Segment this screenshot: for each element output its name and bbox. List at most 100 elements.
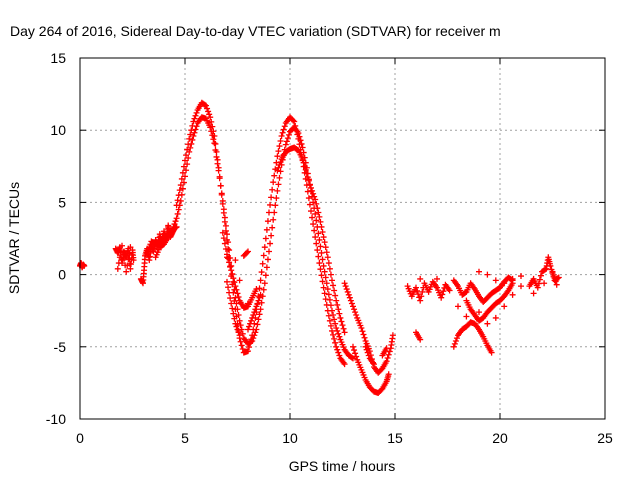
data-point-marker: [81, 262, 88, 269]
data-point-marker: [313, 240, 320, 247]
data-point-marker: [530, 290, 537, 297]
data-point-marker: [269, 224, 276, 231]
data-point-marker: [326, 265, 333, 272]
data-point-marker: [224, 236, 230, 243]
data-point-marker: [254, 300, 261, 307]
data-point-marker: [246, 323, 253, 330]
data-point-marker: [255, 297, 262, 304]
data-point-marker: [272, 202, 279, 209]
data-point-marker: [285, 131, 292, 138]
data-point-marker: [178, 175, 185, 182]
data-point-marker: [385, 371, 392, 378]
data-point-marker: [350, 343, 356, 350]
data-point-marker: [351, 347, 358, 354]
y-tick-label: 5: [58, 194, 66, 210]
data-point-marker: [313, 217, 320, 224]
data-point-marker: [248, 336, 255, 343]
data-point-marker: [258, 269, 265, 276]
data-point-marker: [191, 115, 198, 122]
data-point-marker: [211, 132, 218, 139]
data-point-marker: [274, 153, 281, 160]
data-point-marker: [220, 209, 227, 216]
axis-ticks: 0 5 10 15 20 25 -10 -5 0 5 10 15: [46, 50, 613, 446]
data-point-marker: [221, 240, 228, 247]
data-point-marker: [144, 249, 151, 256]
data-point-marker: [165, 223, 172, 230]
data-point-marker: [215, 164, 222, 171]
data-point-marker: [275, 181, 282, 188]
data-point-marker: [145, 247, 152, 254]
data-point-marker: [243, 249, 250, 256]
data-point-marker: [222, 245, 229, 252]
data-point-marker: [156, 236, 163, 243]
data-point-marker: [315, 209, 322, 216]
data-point-marker: [310, 190, 317, 197]
data-point-marker: [259, 260, 266, 267]
data-point-marker: [440, 288, 447, 295]
data-point-marker: [184, 146, 191, 153]
data-point-marker: [319, 256, 326, 263]
data-point-marker: [227, 295, 234, 302]
data-point-marker: [190, 132, 197, 139]
data-point-marker: [262, 272, 269, 279]
data-point-marker: [317, 218, 324, 225]
data-point-marker: [256, 294, 263, 301]
data-point-marker: [205, 108, 212, 115]
data-point-marker: [331, 335, 338, 342]
data-point-marker: [463, 313, 470, 320]
data-point-marker: [127, 244, 134, 251]
x-tick-label: 0: [76, 430, 84, 446]
data-point-marker: [323, 249, 330, 256]
data-point-marker: [334, 327, 341, 334]
data-point-marker: [383, 358, 390, 365]
data-point-marker: [509, 275, 516, 282]
data-point-marker: [255, 316, 262, 323]
data-point-marker: [295, 135, 302, 142]
data-point-marker: [126, 250, 133, 257]
data-point-marker: [271, 172, 278, 179]
data-point-marker: [319, 229, 326, 236]
data-point-marker: [269, 186, 276, 193]
data-point-marker: [324, 286, 331, 293]
data-point-marker: [175, 192, 182, 199]
x-tick-label: 10: [282, 430, 298, 446]
data-point-marker: [228, 267, 235, 274]
data-point-marker: [271, 209, 278, 216]
data-point-marker: [348, 300, 355, 307]
data-point-marker: [301, 163, 308, 170]
data-point-marker: [282, 141, 289, 148]
data-point-marker: [146, 244, 153, 251]
data-point-marker: [120, 249, 127, 256]
data-point-marker: [248, 317, 255, 324]
data-point-marker: [535, 280, 542, 287]
data-point-marker: [304, 188, 311, 195]
data-point-marker: [325, 291, 332, 298]
data-point-marker: [216, 173, 223, 180]
data-point-marker: [331, 287, 338, 294]
data-point-marker: [316, 236, 323, 243]
x-tick-label: 20: [492, 430, 508, 446]
data-point-marker: [352, 350, 359, 357]
data-point-marker: [266, 248, 272, 255]
data-point-marker: [476, 268, 482, 275]
data-point-marker: [327, 271, 334, 278]
data-point-marker: [171, 221, 178, 228]
data-point-marker: [518, 273, 524, 280]
data-point-marker: [124, 262, 131, 269]
data-point-marker: [364, 349, 371, 356]
data-point-marker: [229, 305, 236, 312]
data-point-marker: [245, 326, 251, 333]
data-point-marker: [268, 232, 275, 239]
data-point-marker: [314, 247, 321, 254]
data-point-marker: [180, 179, 187, 186]
data-point-marker: [226, 259, 233, 266]
data-point-marker: [191, 129, 198, 136]
data-point-marker: [283, 138, 290, 145]
data-point-marker: [276, 143, 283, 150]
data-point-marker: [476, 309, 482, 316]
data-point-marker: [177, 182, 184, 189]
data-point-marker: [455, 303, 461, 310]
data-point-marker: [537, 272, 544, 279]
y-tick-label: 0: [58, 267, 66, 283]
data-point-marker: [384, 354, 391, 361]
